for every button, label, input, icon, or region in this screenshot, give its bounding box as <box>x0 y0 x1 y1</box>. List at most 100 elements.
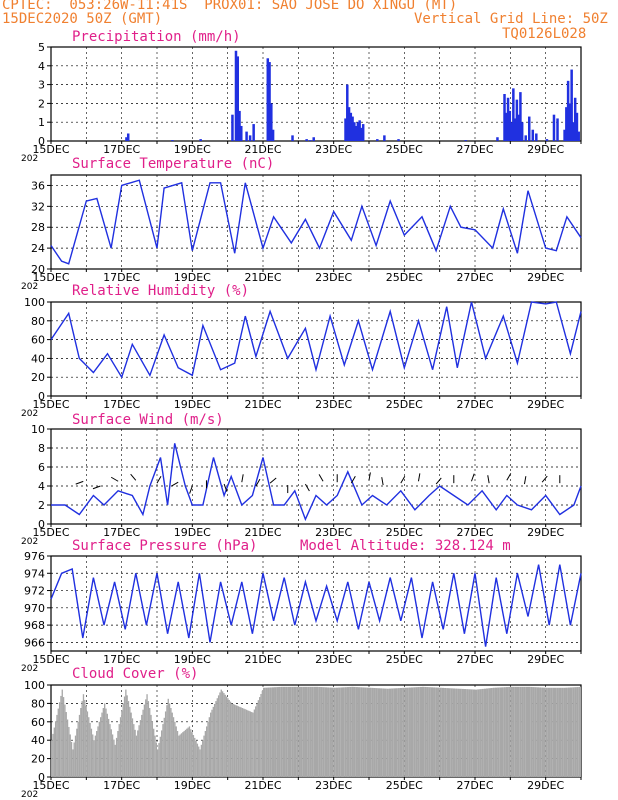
cloud-bar <box>468 689 471 777</box>
cloud-bar <box>231 703 233 777</box>
xtick-label-humidity: 17DEC <box>103 398 140 411</box>
cloud-bar <box>353 686 356 777</box>
cloud-bar <box>435 687 438 777</box>
precip-bar <box>552 114 556 141</box>
cloud-bar <box>285 686 288 777</box>
panel-frame-precip <box>50 46 582 142</box>
cloud-bar <box>237 706 240 777</box>
cloud-bar <box>147 701 150 777</box>
cloud-bar <box>466 689 469 777</box>
xtick-label-cloud: 29DEC <box>527 779 564 792</box>
xtick-label-wind: 29DEC <box>527 526 564 539</box>
ytick-label-wind: 4 <box>38 480 45 493</box>
cloud-bar <box>494 687 498 777</box>
cloud-bar <box>198 746 200 777</box>
cloud-bar <box>552 687 555 777</box>
cloud-bar <box>200 744 203 777</box>
cloud-bar <box>355 687 358 777</box>
cloud-bar <box>282 686 286 777</box>
xtick-label-wind: 23DEC <box>315 526 352 539</box>
cloud-bar <box>66 719 69 777</box>
cloud-bar <box>232 703 234 777</box>
cloud-bar <box>463 689 467 777</box>
cloud-bar <box>247 710 249 777</box>
xtick-label-wind: 21DEC <box>244 526 281 539</box>
cloud-bar <box>406 687 409 777</box>
header-grid-note: Vertical Grid Line: 50Z <box>414 11 608 27</box>
cloud-bar <box>143 704 146 777</box>
ytick-label-wind: 10 <box>31 423 45 436</box>
cloud-bar <box>235 705 237 777</box>
cloud-bar <box>61 689 63 777</box>
cloud-bar <box>395 688 398 777</box>
xtick-label-pressure: 19DEC <box>174 653 211 666</box>
cloud-bar <box>316 686 319 777</box>
xtick-label-humidity: 25DEC <box>386 398 423 411</box>
precip-bar <box>524 135 527 141</box>
cloud-bar <box>64 704 66 777</box>
xtick-label-temp: 27DEC <box>456 271 493 284</box>
cloud-bar <box>105 708 107 777</box>
cloud-bar <box>191 732 193 777</box>
cloud-bar <box>479 689 482 777</box>
precip-bar <box>199 139 202 141</box>
xtick-label-precip: 27DEC <box>456 143 493 156</box>
cloud-bar <box>547 687 551 777</box>
ytick-label-temp: 20 <box>31 263 45 276</box>
cloud-bar <box>470 689 473 777</box>
cloud-bar <box>236 705 238 777</box>
precip-bar <box>234 50 238 142</box>
wind-arrow-icon <box>241 474 244 483</box>
cloud-bar <box>93 740 95 777</box>
cloud-bar <box>375 688 378 777</box>
cloud-bar <box>382 688 385 777</box>
cloud-bar <box>135 735 138 777</box>
cloud-bar <box>554 687 557 777</box>
cloud-bar <box>364 687 367 777</box>
precip-bar <box>512 88 515 141</box>
precip-bar <box>508 110 512 141</box>
cloud-bar <box>550 687 553 777</box>
cloud-bar <box>415 687 418 777</box>
cloud-bar <box>530 686 533 777</box>
cloud-bar <box>220 689 222 777</box>
precip-bar <box>577 131 580 141</box>
panel-title-precipitation: Precipitation (mm/h) <box>72 29 241 45</box>
cloud-bar <box>441 687 445 777</box>
cloud-bar <box>417 687 420 777</box>
cloud-bar <box>180 733 183 777</box>
wind-arrow-icon <box>75 480 84 485</box>
ytick-label-cloud: 60 <box>31 716 45 729</box>
cloud-bar <box>74 735 77 777</box>
xtick-year-humidity: 202 <box>21 409 38 419</box>
cloud-bar <box>293 686 297 777</box>
cloud-bar <box>69 734 71 777</box>
ytick-label-pressure: 974 <box>24 567 45 580</box>
cloud-bar <box>133 724 135 777</box>
cloud-bar <box>101 712 103 777</box>
cloud-bar <box>302 686 305 777</box>
cloud-bar <box>70 741 73 777</box>
cloud-bar <box>481 688 484 777</box>
cloud-bar <box>160 730 163 777</box>
cloud-bar <box>477 689 480 777</box>
cloud-bar <box>362 687 365 777</box>
cloud-bar <box>72 749 74 777</box>
precip-bar <box>238 110 241 141</box>
cloud-bar <box>92 734 94 777</box>
ytick-label-temp: 32 <box>31 200 45 213</box>
precip-bar <box>291 135 294 141</box>
precip-bar <box>464 140 467 141</box>
cloud-bar <box>122 703 124 777</box>
cloud-bar <box>342 687 345 777</box>
precip-bar <box>376 139 379 141</box>
wind-arrow-icon <box>487 475 490 484</box>
cloud-bar <box>276 687 279 777</box>
ytick-label-cloud: 20 <box>31 753 45 766</box>
ytick-label-pressure: 968 <box>24 619 45 632</box>
cloud-bar <box>567 687 570 777</box>
precip-bar <box>270 103 273 141</box>
cloud-bar <box>53 727 55 777</box>
panel-title-humidity: Relative Humidity (%) <box>72 283 250 299</box>
cloud-bar <box>344 687 347 777</box>
